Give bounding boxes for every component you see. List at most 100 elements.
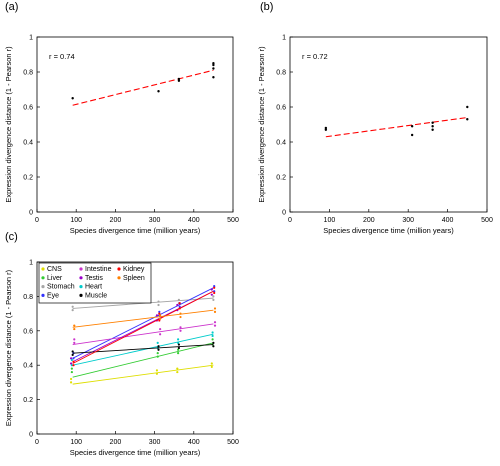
legend-marker [41,276,45,280]
data-point [71,97,74,100]
y-tick-label: 1 [282,35,286,42]
data-point [71,305,74,308]
data-point [71,350,74,353]
y-tick-label: 0.6 [23,328,33,335]
y-tick-label: 0.8 [23,70,33,77]
data-point [210,362,213,365]
data-point [212,298,215,301]
legend-marker [41,293,45,297]
legend-marker [117,267,121,271]
y-tick-label: 1 [29,260,33,267]
data-point [156,355,159,358]
data-point [178,307,181,310]
data-point [212,63,215,67]
legend-entry: Spleen [123,275,145,282]
legend-entry: Heart [85,284,102,291]
data-point [177,346,181,350]
data-point [211,338,214,341]
data-point [213,307,217,310]
data-point [177,338,180,341]
x-tick-label: 0 [35,217,39,224]
data-point [70,367,73,370]
x-tick-label: 100 [70,439,82,446]
data-point [69,357,73,360]
data-point [212,62,215,65]
data-point [431,125,434,128]
y-axis-label: Expression divergence distance (1 - Pear… [4,46,13,203]
series-fit-line [72,309,214,328]
series-spleen [72,307,217,331]
series-fit-line [72,290,214,364]
data-point [178,302,181,305]
data-point [176,303,179,307]
correlation-annotation: r = 0.74 [49,52,75,61]
x-tick-label: 200 [110,217,122,224]
data-point [71,309,74,312]
data-point [212,345,215,348]
data-point [213,310,217,313]
y-tick-label: 0.4 [23,363,33,370]
data-point [73,324,76,327]
series-fit-line [72,333,214,366]
data-point [179,326,182,329]
data-point [213,290,216,293]
data-point [213,284,216,288]
data-point [158,312,161,315]
data-point [176,367,179,370]
panel-label-c: (c) [5,231,18,243]
panel-label-a: (a) [5,1,18,13]
x-tick-label: 100 [324,217,336,224]
data-point [213,321,217,324]
data-point [158,310,161,313]
y-tick-label: 0.2 [23,397,33,404]
plot-frame [36,36,234,213]
y-tick-label: 1 [29,35,33,42]
legend-entry: Testis [85,275,103,282]
x-tick-label: 100 [70,217,82,224]
y-tick-label: 0.4 [276,140,286,147]
data-point [212,295,215,298]
legend-marker [79,293,83,297]
data-point [177,79,181,82]
data-point [176,370,179,374]
data-point [177,77,181,81]
plot-frame [289,36,488,213]
x-tick-label: 500 [227,217,239,224]
legend-entry: Intestine [85,266,112,273]
data-point [213,291,216,295]
data-point [157,90,160,93]
data-point [179,329,182,332]
x-tick-label: 0 [288,217,292,224]
panel-label-b: (b) [260,1,273,13]
legend-entry: Kidney [123,266,145,273]
data-point [73,341,76,344]
y-tick-label: 0 [29,432,33,439]
data-point [431,128,434,131]
series-eye [72,284,216,360]
x-tick-label: 400 [442,217,454,224]
data-point [178,305,181,308]
data-point [410,125,414,128]
series-fit-line [72,342,214,378]
regression-line [325,116,468,138]
x-tick-label: 200 [363,217,375,224]
x-tick-label: 300 [149,217,161,224]
series-intestine [72,321,217,346]
data-point [177,343,181,346]
series-liver [70,338,214,378]
chart-panel-c: (c) 0 100 200 300 400 500 0 0.2 0.4 0.6 0.8 1 Species… [4,231,239,457]
data-point [179,312,182,315]
data-point [158,319,161,322]
data-point [72,360,75,363]
y-tick-label: 0.6 [23,105,33,112]
legend-entry: CNS [47,266,62,273]
data-point [159,317,162,320]
legend-marker [79,267,83,271]
data-point [466,105,469,109]
x-axis-label: Species divergence time (million years) [70,226,201,235]
data-point [210,365,213,369]
series-fit-line [72,344,214,354]
data-point [157,348,160,351]
series-cns [69,362,214,385]
